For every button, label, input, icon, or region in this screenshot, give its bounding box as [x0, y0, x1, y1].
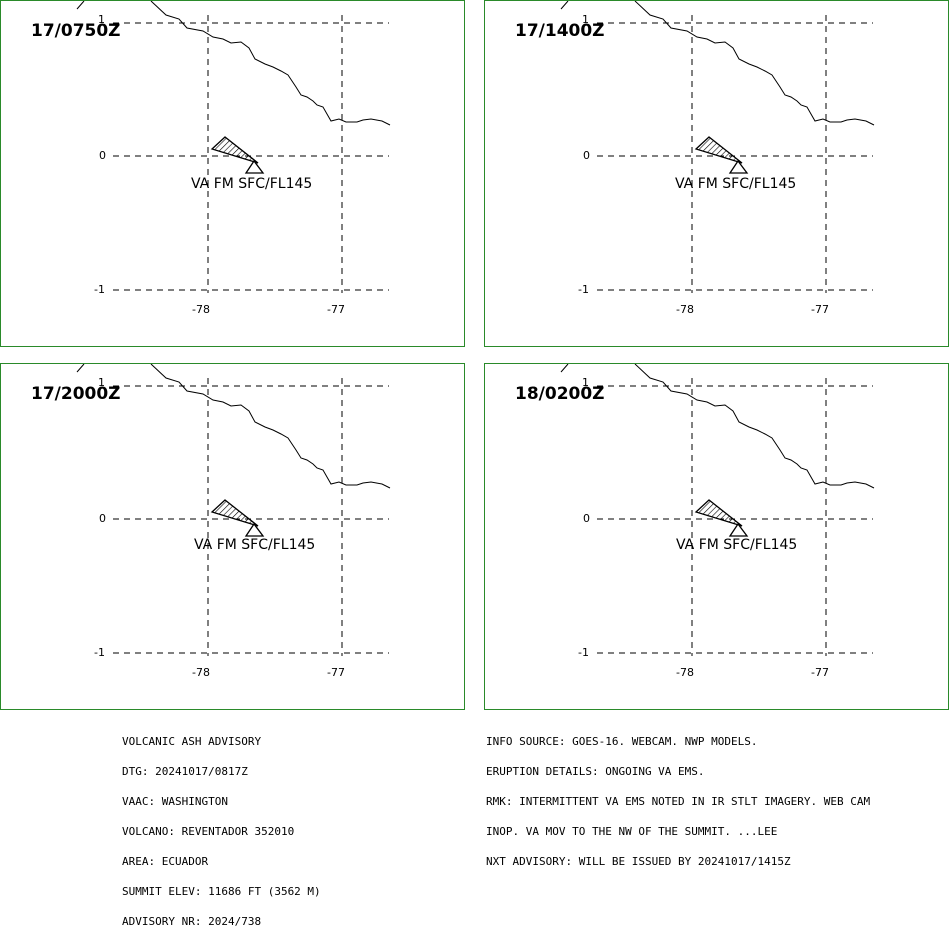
ash-cloud-label: VA FM SFC/FL145 [675, 176, 797, 192]
ash-cloud-polygon [694, 499, 743, 527]
volcano-triangle [728, 522, 749, 537]
lat-tick-label: -1 [94, 283, 105, 296]
lat-tick-label: 0 [99, 149, 106, 162]
volcano-triangle [244, 522, 265, 537]
ash-cloud-label: VA FM SFC/FL145 [191, 176, 313, 192]
advisory-line: SUMMIT ELEV: 11686 FT (3562 M) [122, 885, 321, 898]
advisory-details: INFO SOURCE: GOES-16. WEBCAM. NWP MODELS… [486, 717, 870, 877]
volcano-triangle [728, 159, 749, 174]
ash-cloud-label: VA FM SFC/FL145 [676, 537, 798, 553]
advisory-header: VOLCANIC ASH ADVISORY DTG: 20241017/0817… [122, 717, 321, 937]
coastline [76, 1, 85, 10]
advisory-line: DTG: 20241017/0817Z [122, 765, 248, 778]
coastline [150, 1, 391, 126]
ash-cloud-polygon [694, 136, 743, 164]
lon-tick-label: -77 [327, 303, 345, 316]
lat-tick-label: -1 [578, 283, 589, 296]
coastline [634, 1, 875, 126]
advisory-line: ERUPTION DETAILS: ONGOING VA EMS. [486, 765, 705, 778]
lon-tick-label: -78 [676, 666, 694, 679]
coastline [560, 364, 569, 373]
forecast-panel-3: 17/2000Z VA FM SFC/FL145 1 0 -1 -78 -77 [0, 363, 465, 710]
forecast-panel-4: 18/0200Z VA FM SFC/FL145 1 0 -1 -78 -77 [484, 363, 949, 710]
map-graphic [560, 1, 875, 293]
volcano-triangle [244, 159, 265, 174]
lat-tick-label: 0 [583, 512, 590, 525]
panel-time: 17/0750Z [31, 21, 121, 41]
advisory-line: INOP. VA MOV TO THE NW OF THE SUMMIT. ..… [486, 825, 778, 838]
advisory-line: ADVISORY NR: 2024/738 [122, 915, 262, 928]
map-graphic [76, 364, 391, 656]
lon-tick-label: -78 [192, 666, 210, 679]
advisory-line: VOLCANO: REVENTADOR 352010 [122, 825, 295, 838]
coastline [634, 364, 875, 489]
lat-tick-label: -1 [578, 646, 589, 659]
lon-tick-label: -77 [811, 666, 829, 679]
coastline [150, 364, 391, 489]
lon-tick-label: -77 [811, 303, 829, 316]
coastline [76, 364, 85, 373]
advisory-line: INFO SOURCE: GOES-16. WEBCAM. NWP MODELS… [486, 735, 758, 748]
lat-tick-label: 1 [98, 13, 105, 26]
lat-tick-label: 1 [98, 376, 105, 389]
lon-tick-label: -78 [676, 303, 694, 316]
ash-cloud-polygon [210, 499, 259, 527]
ash-cloud-polygon [210, 136, 259, 164]
advisory-line: RMK: INTERMITTENT VA EMS NOTED IN IR STL… [486, 795, 871, 808]
advisory-line: VAAC: WASHINGTON [122, 795, 228, 808]
ash-cloud-label: VA FM SFC/FL145 [194, 537, 316, 553]
map-graphic [76, 1, 391, 293]
forecast-panel-2: 17/1400Z VA FM SFC/FL145 1 0 -1 -78 -77 [484, 0, 949, 347]
advisory-line: VOLCANIC ASH ADVISORY [122, 735, 262, 748]
panel-time: 17/1400Z [515, 21, 605, 41]
lat-tick-label: 1 [582, 13, 589, 26]
map-graphic [560, 364, 875, 656]
forecast-panel-1: 17/0750Z VA FM SFC/FL145 1 0 -1 -78 -77 [0, 0, 465, 347]
panel-time: 18/0200Z [515, 384, 605, 404]
lon-tick-label: -77 [327, 666, 345, 679]
lat-tick-label: -1 [94, 646, 105, 659]
lat-tick-label: 1 [582, 376, 589, 389]
panel-time: 17/2000Z [31, 384, 121, 404]
lat-tick-label: 0 [583, 149, 590, 162]
lon-tick-label: -78 [192, 303, 210, 316]
advisory-line: AREA: ECUADOR [122, 855, 209, 868]
lat-tick-label: 0 [99, 512, 106, 525]
advisory-line: NXT ADVISORY: WILL BE ISSUED BY 20241017… [486, 855, 791, 868]
coastline [560, 1, 569, 10]
